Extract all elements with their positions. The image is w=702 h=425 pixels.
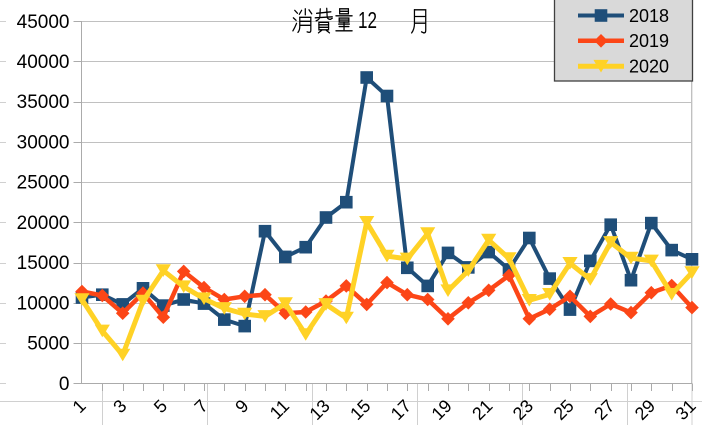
svg-text:10000: 10000 xyxy=(17,293,70,314)
svg-text:12: 12 xyxy=(358,7,377,33)
svg-text:2020: 2020 xyxy=(629,57,669,77)
svg-text:20000: 20000 xyxy=(17,213,70,234)
svg-text:40000: 40000 xyxy=(17,52,70,73)
svg-text:2018: 2018 xyxy=(629,6,669,26)
svg-text:45000: 45000 xyxy=(17,12,70,33)
svg-text:25000: 25000 xyxy=(17,173,70,194)
svg-text:35000: 35000 xyxy=(17,92,70,113)
svg-text:5000: 5000 xyxy=(27,334,69,355)
svg-text:0: 0 xyxy=(59,374,70,395)
svg-text:2019: 2019 xyxy=(629,31,669,51)
svg-text:15000: 15000 xyxy=(17,253,70,274)
svg-text:30000: 30000 xyxy=(17,133,70,154)
